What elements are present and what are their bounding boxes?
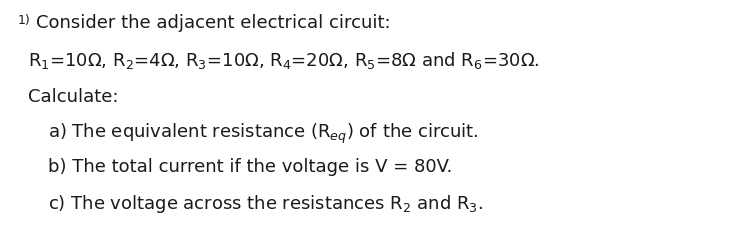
Text: Calculate:: Calculate: <box>28 88 118 106</box>
Text: Consider the adjacent electrical circuit:: Consider the adjacent electrical circuit… <box>36 14 391 32</box>
Text: 1): 1) <box>18 14 31 27</box>
Text: b) The total current if the voltage is V = 80V.: b) The total current if the voltage is V… <box>48 157 452 175</box>
Text: a) The equivalent resistance (R$_{eq}$) of the circuit.: a) The equivalent resistance (R$_{eq}$) … <box>48 121 479 146</box>
Text: R$_1$=10$\Omega$, R$_2$=4$\Omega$, R$_3$=10$\Omega$, R$_4$=20$\Omega$, R$_5$=8$\: R$_1$=10$\Omega$, R$_2$=4$\Omega$, R$_3$… <box>28 50 539 71</box>
Text: c) The voltage across the resistances R$_2$ and R$_3$.: c) The voltage across the resistances R$… <box>48 192 483 214</box>
